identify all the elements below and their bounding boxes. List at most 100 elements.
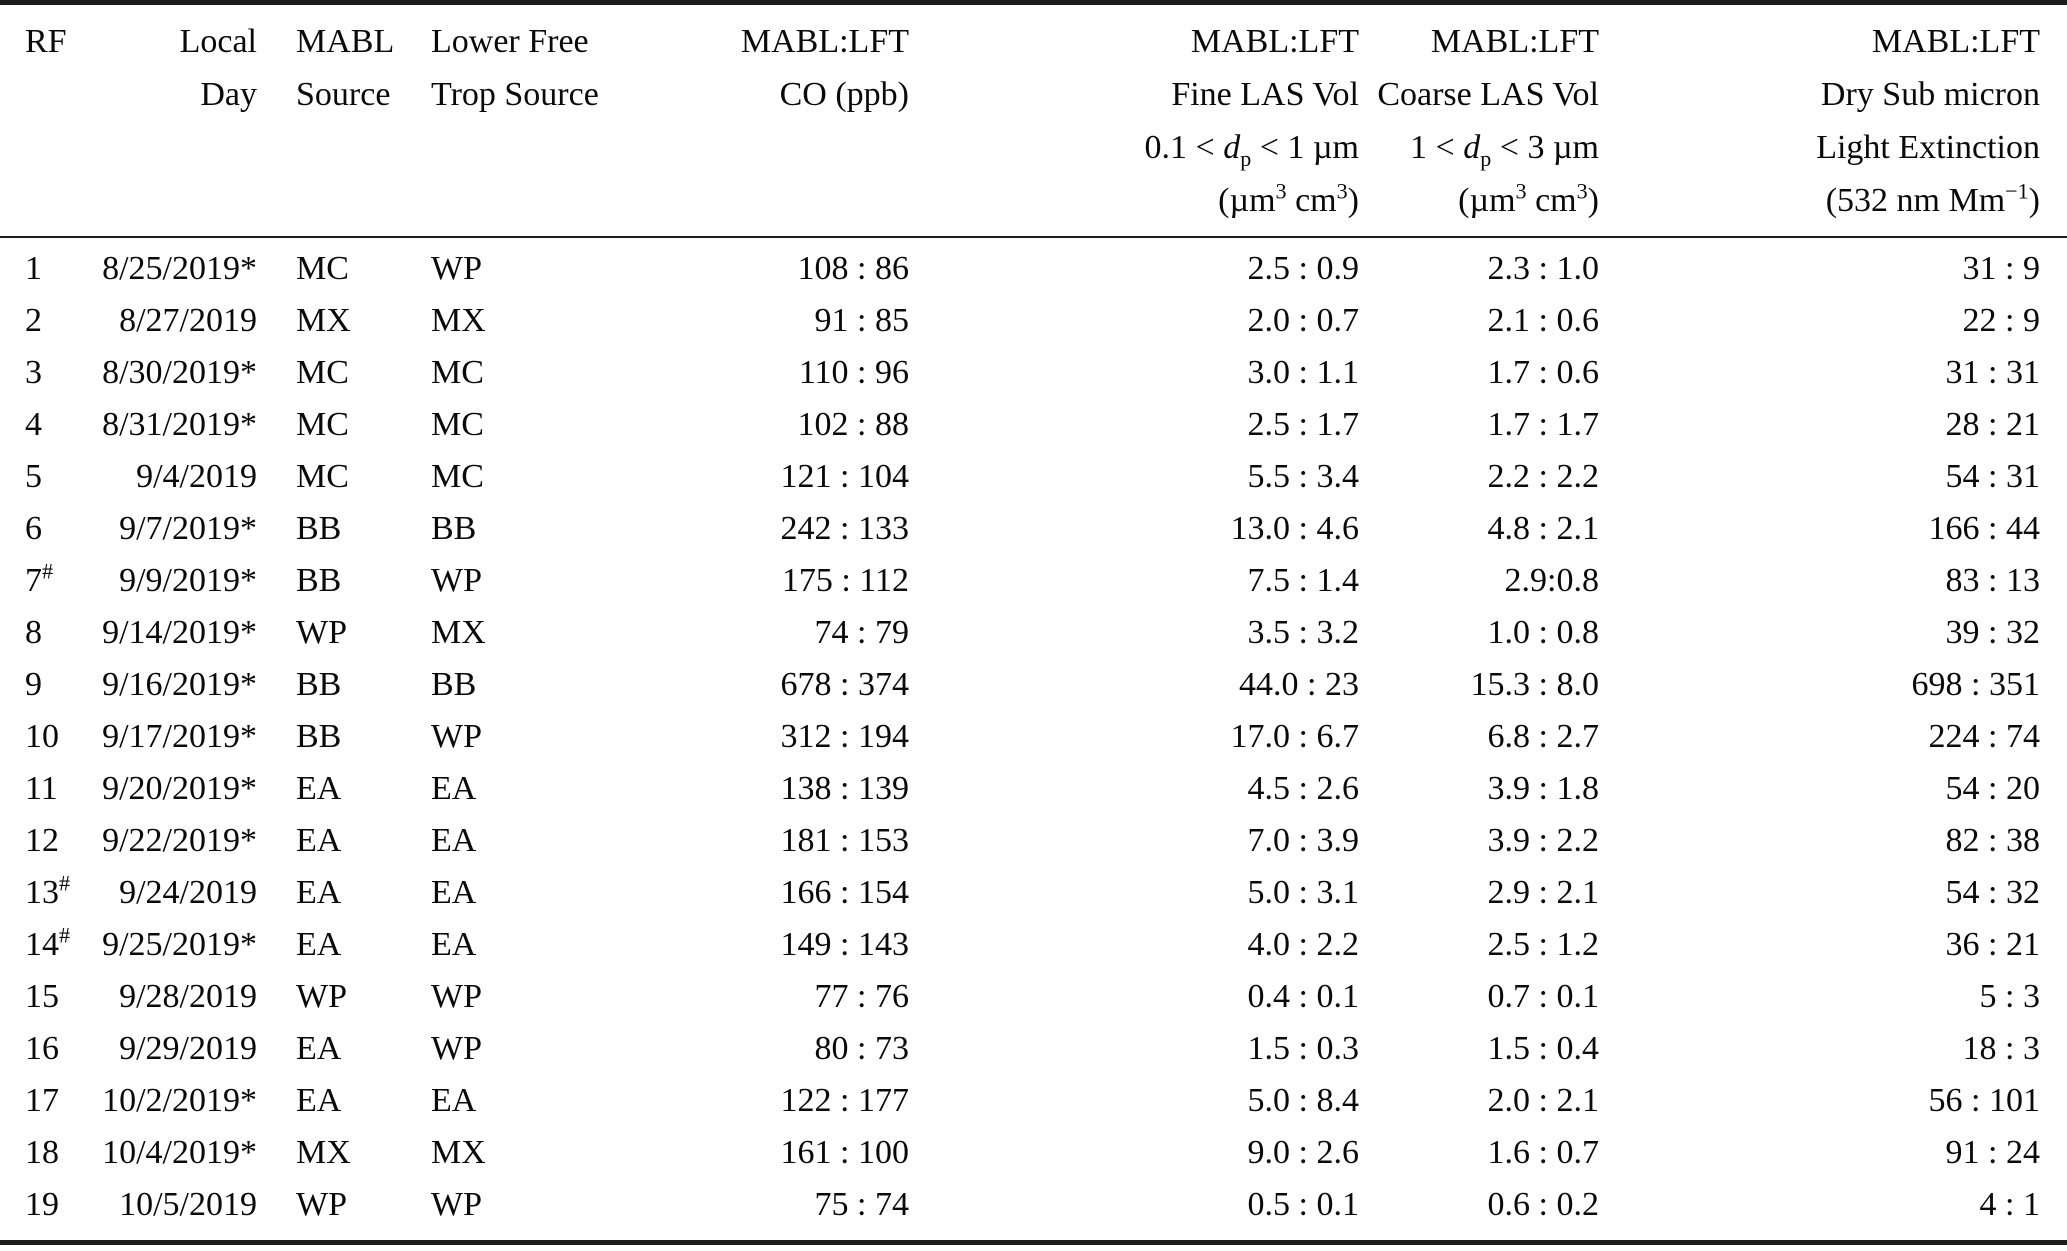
table-row-rf-16: 16 9/29/2019 EA WP 80 : 73 1.5 : 0.3 1.5 : 0.4… — [0, 1023, 2067, 1075]
cell-coarse: 4.8 : 2.1 — [1487, 510, 1599, 547]
cell-rf: 12 — [25, 822, 59, 859]
header-line: MABL:LFT — [1430, 23, 1599, 60]
cell-coarse: 2.2 : 2.2 — [1487, 458, 1599, 495]
cell-ext: 39 : 32 — [1945, 614, 2040, 651]
cell-mabl: MX — [296, 302, 351, 339]
cell-ext: 18 : 3 — [1962, 1030, 2040, 1067]
cell-fine: 7.5 : 1.4 — [1247, 562, 1359, 599]
cell-fine: 1.5 : 0.3 — [1247, 1030, 1359, 1067]
header-line: MABL:LFT — [1190, 23, 1359, 60]
table-row-rf-15: 15 9/28/2019 WP WP 77 : 76 0.4 : 0.1 0.7 : 0.1… — [0, 971, 2067, 1023]
cell-fine: 4.0 : 2.2 — [1247, 926, 1359, 963]
cell-mabl: BB — [296, 666, 342, 703]
header-line: Fine LAS Vol — [1171, 76, 1359, 113]
header-row: RF Local Day MABL Source Lower Free Trop Sourc… — [0, 2, 2067, 238]
cell-fine: 4.5 : 2.6 — [1247, 770, 1359, 807]
cell-lft: EA — [431, 926, 477, 963]
cell-co: 678 : 374 — [780, 666, 909, 703]
cell-mabl: MC — [296, 354, 349, 391]
cell-fine: 9.0 : 2.6 — [1247, 1134, 1359, 1171]
cell-day: 9/4/2019 — [136, 458, 257, 495]
cell-lft: MX — [431, 614, 486, 651]
cell-fine: 13.0 : 4.6 — [1230, 510, 1359, 547]
cell-lft: EA — [431, 874, 477, 911]
cell-day: 9/9/2019* — [119, 562, 257, 599]
cell-co: 91 : 85 — [814, 302, 909, 339]
header-line: Local — [179, 23, 257, 60]
column-header-lft: Lower Free Trop Source — [430, 2, 640, 238]
cell-co: 149 : 143 — [780, 926, 909, 963]
cell-day: 9/29/2019 — [119, 1030, 257, 1067]
cell-day: 8/30/2019* — [102, 354, 257, 391]
cell-co: 75 : 74 — [814, 1186, 909, 1223]
cell-day: 9/24/2019 — [119, 874, 257, 911]
cell-day: 8/25/2019* — [102, 250, 257, 287]
table-row-rf-14: 14# 9/25/2019* EA EA 149 : 143 4.0 : 2.2 2.5 :… — [0, 919, 2067, 971]
cell-rf: 15 — [25, 978, 59, 1015]
cell-rf: 13# — [25, 870, 71, 911]
cell-ext: 698 : 351 — [1911, 666, 2040, 703]
cell-lft: MX — [431, 302, 486, 339]
header-line: (532 nm Mm−1) — [1825, 178, 2040, 219]
cell-fine: 5.0 : 8.4 — [1247, 1082, 1359, 1119]
cell-fine: 17.0 : 6.7 — [1230, 718, 1359, 755]
cell-co: 175 : 112 — [781, 562, 909, 599]
cell-rf: 2 — [25, 302, 42, 339]
header-line: MABL — [296, 23, 395, 60]
cell-lft: BB — [431, 666, 477, 703]
cell-fine: 3.5 : 3.2 — [1247, 614, 1359, 651]
column-header-day: Local Day — [100, 2, 258, 238]
column-header-mabl: MABL Source — [258, 2, 430, 238]
table-row-rf-19: 19 10/5/2019 WP WP 75 : 74 0.5 : 0.1 0.6 : 0.2… — [0, 1179, 2067, 1243]
cell-mabl: EA — [296, 874, 342, 911]
cell-fine: 0.4 : 0.1 — [1247, 978, 1359, 1015]
cell-co: 108 : 86 — [797, 250, 909, 287]
cell-ext: 5 : 3 — [1979, 978, 2040, 1015]
table-row-rf-7: 7# 9/9/2019* BB WP 175 : 112 7.5 : 1.4 2.9:0.8… — [0, 555, 2067, 607]
cell-coarse: 6.8 : 2.7 — [1487, 718, 1599, 755]
cell-coarse: 3.9 : 1.8 — [1487, 770, 1599, 807]
table-row-rf-2: 2 8/27/2019 MX MX 91 : 85 2.0 : 0.7 2.1 : 0.6 2… — [0, 295, 2067, 347]
cell-rf: 1 — [25, 250, 42, 287]
cell-co: 166 : 154 — [780, 874, 909, 911]
cell-ext: 91 : 24 — [1945, 1134, 2040, 1171]
cell-lft: WP — [431, 1186, 482, 1223]
column-header-coarse: MABL:LFT Coarse LAS Vol 1 < dp < 3 µm (µm3 … — [1360, 2, 1600, 238]
table-row-rf-4: 4 8/31/2019* MC MC 102 : 88 2.5 : 1.7 1.7 : 1.… — [0, 399, 2067, 451]
header-line: Dry Sub micron — [1820, 76, 2040, 113]
cell-lft: WP — [431, 250, 482, 287]
cell-ext: 166 : 44 — [1928, 510, 2040, 547]
cell-lft: EA — [431, 770, 477, 807]
cell-coarse: 0.7 : 0.1 — [1487, 978, 1599, 1015]
header-line: Trop Source — [431, 76, 599, 113]
cell-rf: 3 — [25, 354, 42, 391]
cell-lft: EA — [431, 1082, 477, 1119]
cell-day: 10/4/2019* — [102, 1134, 257, 1171]
cell-coarse: 2.1 : 0.6 — [1487, 302, 1599, 339]
cell-rf: 5 — [25, 458, 42, 495]
header-line: Lower Free — [431, 23, 589, 60]
cell-coarse: 1.7 : 0.6 — [1487, 354, 1599, 391]
cell-lft: WP — [431, 1030, 482, 1067]
cell-co: 312 : 194 — [780, 718, 909, 755]
cell-mabl: MC — [296, 458, 349, 495]
header-line: (µm3 cm3) — [1218, 178, 1359, 219]
cell-coarse: 15.3 : 8.0 — [1470, 666, 1599, 703]
table-row-rf-9: 9 9/16/2019* BB BB 678 : 374 44.0 : 23 15.3 : … — [0, 659, 2067, 711]
cell-day: 9/17/2019* — [102, 718, 257, 755]
cell-day: 9/14/2019* — [102, 614, 257, 651]
table-header: RF Local Day MABL Source Lower Free Trop Sourc… — [0, 2, 2067, 238]
cell-co: 161 : 100 — [780, 1134, 909, 1171]
cell-lft: MC — [431, 458, 484, 495]
cell-rf: 14# — [25, 922, 71, 963]
cell-fine: 2.5 : 1.7 — [1247, 406, 1359, 443]
cell-co: 77 : 76 — [814, 978, 909, 1015]
cell-coarse: 2.9 : 2.1 — [1487, 874, 1599, 911]
cell-ext: 54 : 20 — [1945, 770, 2040, 807]
header-line: Light Extinction — [1816, 129, 2040, 166]
cell-ext: 83 : 13 — [1945, 562, 2040, 599]
cell-day: 9/7/2019* — [119, 510, 257, 547]
header-line: Source — [296, 76, 391, 113]
cell-mabl: MX — [296, 1134, 351, 1171]
